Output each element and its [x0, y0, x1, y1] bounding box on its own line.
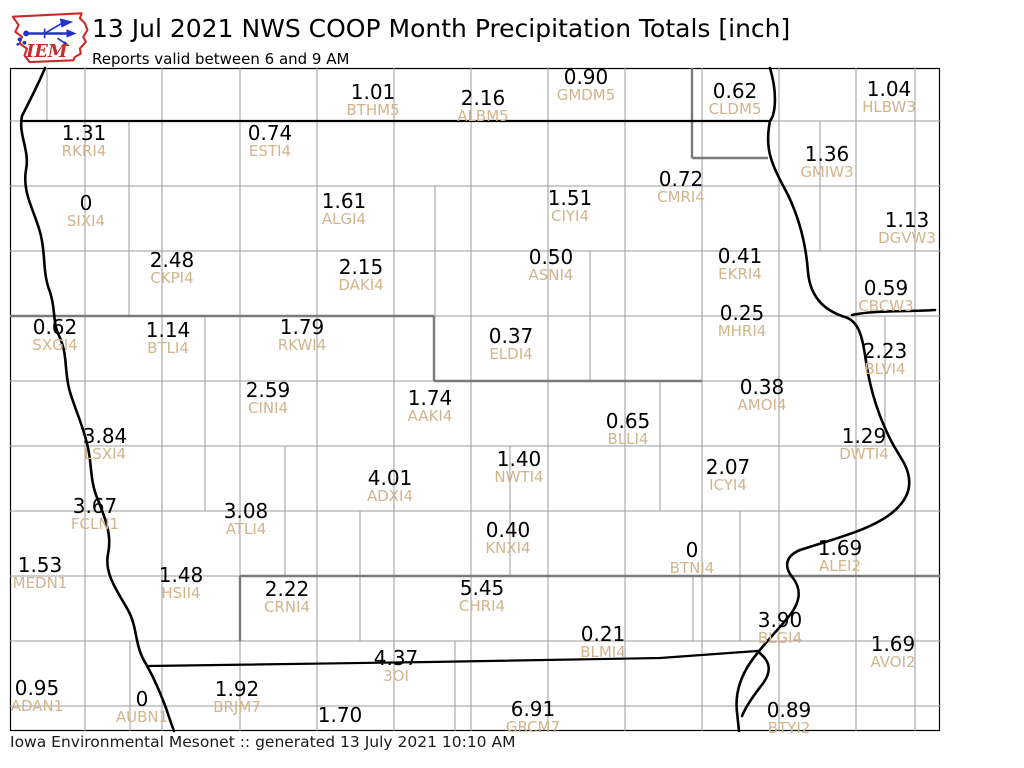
des-moines-river	[740, 649, 771, 718]
district-borders	[10, 68, 940, 641]
map-frame	[9, 67, 941, 732]
iem-logo-icon: IEM	[11, 12, 89, 64]
weather-vane-icon	[16, 18, 77, 47]
missouri-border	[147, 649, 758, 668]
page-subtitle: Reports valid between 6 and 9 AM	[92, 50, 350, 68]
iowa-outline-icon	[11, 12, 89, 64]
missouri-river	[19, 66, 176, 733]
page-title: 13 Jul 2021 NWS COOP Month Precipitation…	[92, 14, 791, 43]
wisconsin-river	[850, 308, 937, 317]
state-borders-rivers	[19, 66, 937, 733]
iem-logo-text: IEM	[25, 41, 68, 62]
mississippi-river	[735, 66, 911, 733]
footer-caption: Iowa Environmental Mesonet :: generated …	[10, 733, 516, 751]
